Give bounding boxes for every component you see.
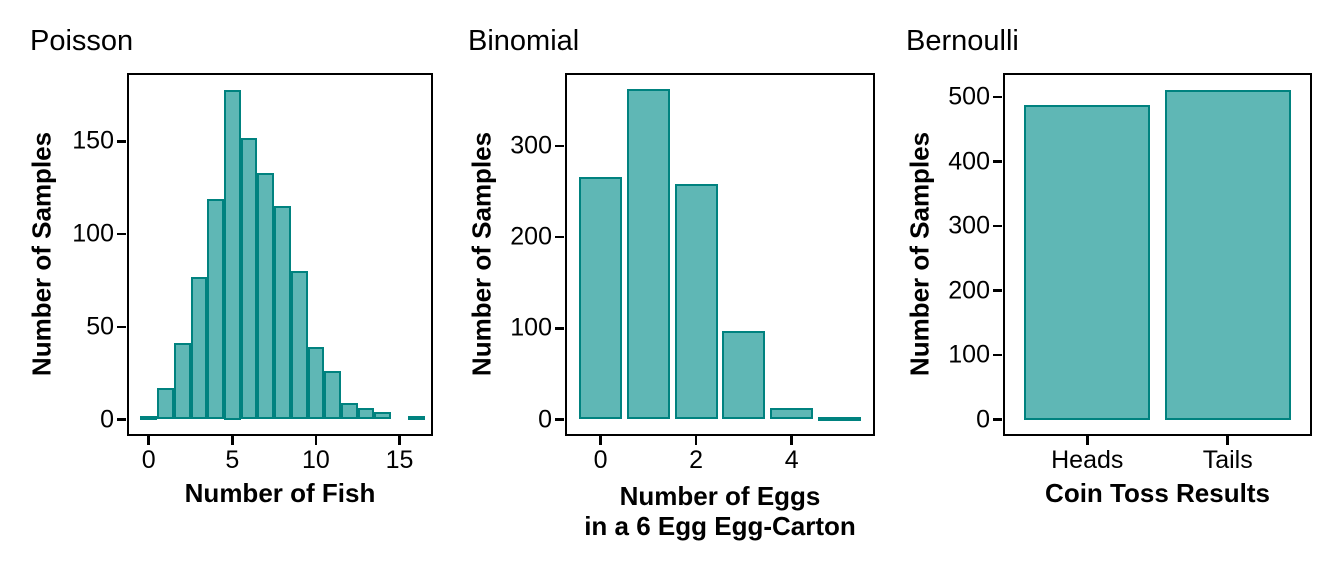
- x-tick-mark: [790, 436, 793, 445]
- y-tick-mark: [993, 224, 1002, 228]
- bernoulli-bar-heads: [1024, 104, 1151, 420]
- poisson-bar-13: [357, 408, 375, 420]
- y-tick-label: 100: [948, 340, 990, 369]
- y-tick-mark: [555, 327, 564, 330]
- poisson-bar-9: [290, 271, 308, 420]
- bernoulli-bar-tails: [1164, 89, 1291, 420]
- poisson-bar-1: [157, 387, 174, 420]
- y-tick-mark: [555, 418, 564, 421]
- poisson-bar-10: [307, 347, 325, 420]
- poisson-bar-2: [173, 343, 191, 420]
- y-tick-label: 500: [948, 82, 990, 111]
- x-tick-mark: [1086, 436, 1089, 445]
- y-tick-mark: [993, 353, 1002, 357]
- poisson-bar-6: [240, 137, 258, 420]
- x-axis-title-line2: in a 6 Egg Egg-Carton: [584, 511, 856, 541]
- chart-title-binomial: Binomial: [468, 25, 580, 57]
- x-axis-title-binomial: Number of Eggs in a 6 Egg Egg-Carton: [565, 481, 875, 541]
- poisson-bar-4: [207, 198, 224, 420]
- binomial-bar-3: [722, 331, 766, 420]
- x-axis-title-poisson: Number of Fish: [184, 478, 376, 508]
- y-tick-mark: [117, 232, 126, 236]
- x-tick-mark: [147, 436, 150, 445]
- x-axis-title-bernoulli: Coin Toss Results: [1045, 478, 1270, 508]
- x-tick-label: Tails: [1202, 446, 1253, 474]
- y-tick-mark: [117, 418, 126, 421]
- x-tick-label: 15: [385, 446, 414, 474]
- x-tick-label: 0: [141, 446, 156, 474]
- y-tick-label: 300: [510, 131, 552, 160]
- y-tick-label: 200: [510, 222, 552, 251]
- y-tick-label: 0: [976, 405, 990, 433]
- y-tick-label: 50: [86, 312, 114, 341]
- x-tick-mark: [694, 436, 698, 445]
- x-tick-mark: [231, 436, 234, 445]
- x-tick-label: Heads: [1051, 446, 1124, 474]
- y-tick-mark: [993, 160, 1002, 163]
- y-tick-mark: [117, 325, 126, 329]
- binomial-bar-0: [579, 177, 623, 420]
- poisson-bar-3: [190, 276, 208, 420]
- x-tick-label: 2: [689, 446, 704, 474]
- binomial-bar-5: [817, 416, 861, 421]
- y-tick-label: 0: [538, 405, 552, 433]
- binomial-bar-4: [770, 407, 814, 420]
- y-tick-label: 400: [948, 147, 990, 176]
- x-tick-mark: [1226, 436, 1229, 445]
- y-tick-mark: [993, 418, 1002, 421]
- x-axis-title-line1: Number of Eggs: [619, 481, 821, 511]
- y-tick-mark: [117, 140, 126, 143]
- y-tick-label: 300: [948, 211, 990, 240]
- binomial-bar-2: [674, 184, 718, 420]
- y-tick-label: 100: [72, 219, 114, 248]
- y-tick-label: 0: [100, 405, 114, 433]
- x-tick-label: 0: [593, 446, 608, 474]
- poisson-bar-8: [274, 206, 291, 420]
- chart-title-poisson: Poisson: [30, 25, 134, 57]
- x-tick-label: 4: [784, 446, 799, 474]
- y-tick-mark: [555, 235, 564, 239]
- chart-title-bernoulli: Bernoulli: [906, 25, 1019, 57]
- poisson-bar-16: [407, 415, 425, 420]
- poisson-bar-14: [374, 412, 392, 420]
- x-tick-mark: [599, 436, 602, 445]
- binomial-bar-1: [626, 88, 670, 420]
- y-tick-mark: [993, 95, 1002, 99]
- y-tick-label: 200: [948, 276, 990, 305]
- y-tick-mark: [993, 289, 1002, 292]
- poisson-bar-5: [223, 89, 241, 420]
- x-tick-label: 5: [225, 446, 240, 474]
- poisson-bar-11: [324, 371, 342, 420]
- poisson-bar-0: [140, 415, 158, 420]
- poisson-bar-7: [257, 172, 275, 420]
- y-tick-label: 150: [72, 126, 114, 155]
- x-tick-label: 10: [302, 446, 330, 474]
- poisson-bar-12: [341, 402, 358, 420]
- y-tick-label: 100: [510, 313, 552, 342]
- y-tick-mark: [555, 144, 564, 148]
- x-tick-mark: [398, 436, 401, 445]
- x-tick-mark: [314, 436, 318, 445]
